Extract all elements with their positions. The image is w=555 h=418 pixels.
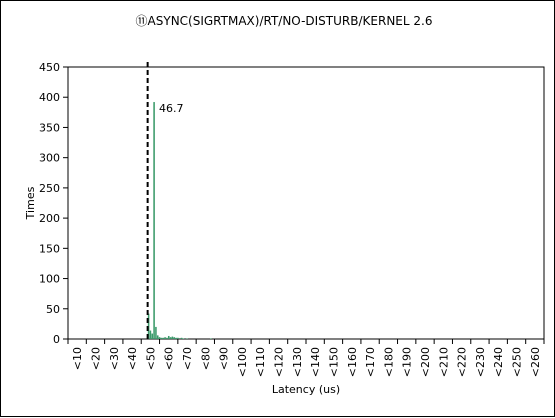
x-tick-label: <20: [89, 347, 102, 370]
x-tick-label: <180: [382, 347, 395, 377]
x-tick-label: <240: [492, 347, 505, 377]
x-tick-label: <160: [346, 347, 359, 377]
x-tick-label: <130: [291, 347, 304, 377]
x-tick-label: <260: [529, 347, 542, 377]
x-tick-label: <110: [254, 347, 267, 377]
histogram-bar: [171, 336, 174, 339]
x-tick-label: <80: [199, 347, 212, 370]
histogram-bar: [177, 337, 179, 339]
x-tick-label: <10: [71, 347, 84, 370]
x-tick-label: <190: [401, 347, 414, 377]
y-tick-label: 450: [39, 61, 60, 74]
histogram-bar: [162, 337, 165, 339]
x-tick-label: <70: [181, 347, 194, 370]
x-tick-label: <150: [327, 347, 340, 377]
histogram-bar: [169, 337, 172, 339]
y-tick-label: 150: [39, 242, 60, 255]
x-tick-label: <50: [144, 347, 157, 370]
x-tick-label: <210: [437, 347, 450, 377]
y-tick-label: 300: [39, 152, 60, 165]
x-tick-label: <220: [456, 347, 469, 377]
x-tick-label: <170: [364, 347, 377, 377]
x-tick-label: <90: [218, 347, 231, 370]
histogram-bar: [175, 337, 177, 339]
plot-area: 0 50 100 150 200 250 300 350 400 450 <10 <20 <30 <40 <…: [39, 61, 545, 377]
histogram-bar: [160, 337, 163, 339]
x-axis-label: Latency (us): [272, 383, 340, 396]
histogram-bar: [166, 337, 168, 339]
histogram-bar: [151, 333, 154, 339]
y-tick-label: 350: [39, 121, 60, 134]
chart-title: ⑪ASYNC(SIGRTMAX)/RT/NO-DISTURB/KERNEL 2.…: [136, 14, 433, 28]
histogram-bar: [210, 338, 212, 339]
histogram-bar: [156, 335, 159, 339]
x-tick-label: <250: [511, 347, 524, 377]
histogram-bar: [155, 326, 157, 339]
x-tick-label: <120: [273, 347, 286, 377]
x-tick-label: <30: [108, 347, 121, 370]
histogram-bar: [158, 337, 161, 339]
y-tick-label: 50: [46, 303, 60, 316]
y-tick-label: 250: [39, 182, 60, 195]
histogram-bar: [186, 338, 188, 339]
plot-border: [67, 66, 545, 340]
x-tick-label: <100: [236, 347, 249, 377]
y-tick-label: 400: [39, 91, 60, 104]
y-tick-label: 100: [39, 273, 60, 286]
y-tick-label: 200: [39, 212, 60, 225]
histogram-bar: [182, 338, 185, 339]
histogram-bar: [173, 337, 176, 339]
data-label: 46.7: [159, 102, 184, 115]
x-tick-label: <60: [163, 347, 176, 370]
histogram-bar: [167, 335, 170, 339]
x-tick-label: <200: [419, 347, 432, 377]
histogram-bar: [164, 337, 166, 339]
y-axis-label: Times: [24, 186, 37, 220]
x-tick-label: <230: [474, 347, 487, 377]
x-tick-label: <40: [126, 347, 139, 370]
histogram-bar: [149, 330, 152, 339]
x-tick-label: <140: [309, 347, 322, 377]
histogram-bar: [180, 337, 183, 339]
y-tick-label: 0: [53, 333, 60, 346]
histogram-bar: [153, 102, 155, 340]
